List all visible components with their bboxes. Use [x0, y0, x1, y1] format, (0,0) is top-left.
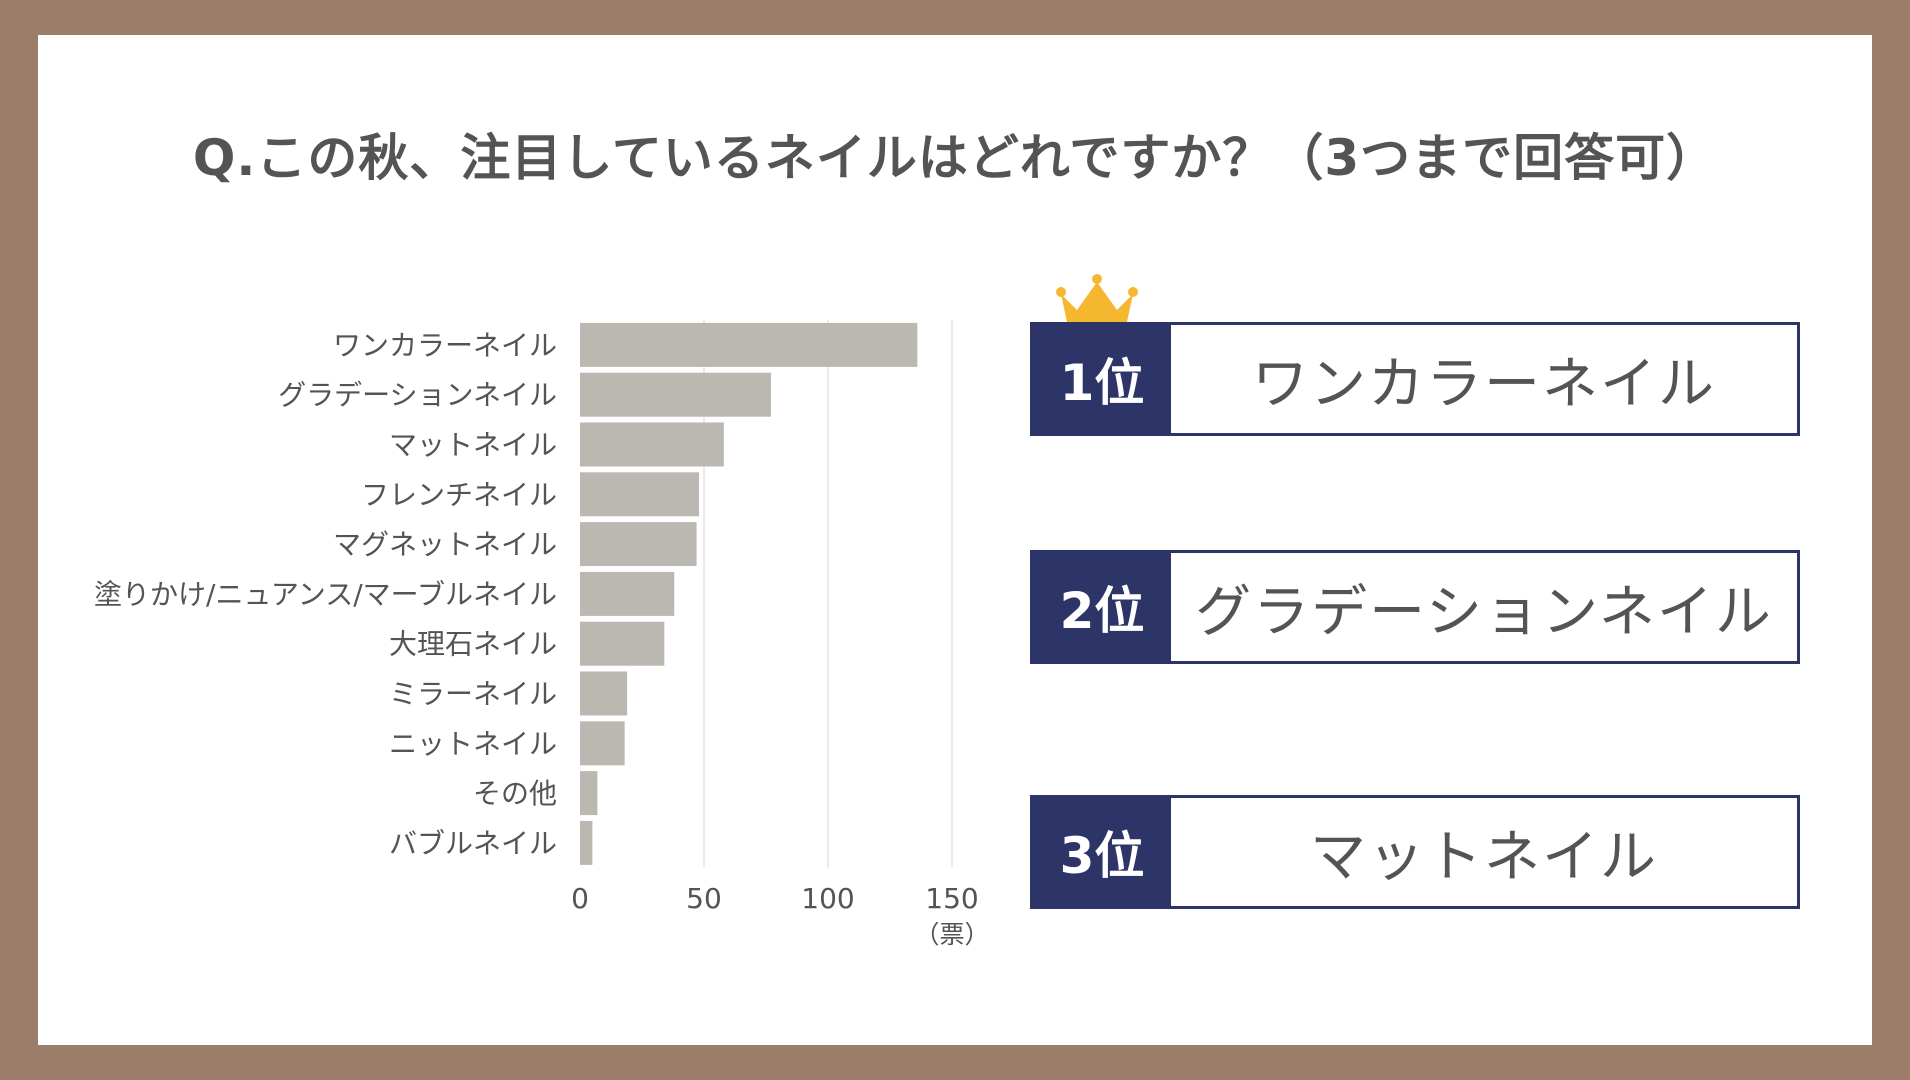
category-label: その他 — [473, 777, 557, 810]
crown-icon — [1056, 274, 1138, 322]
rank-card-1: 1位 ワンカラーネイル — [1030, 322, 1800, 436]
category-label: フレンチネイル — [361, 478, 557, 511]
chart-x-ticks: 0 50 100 150 — [571, 882, 979, 915]
bar — [580, 621, 665, 666]
bar — [580, 671, 628, 716]
bar — [580, 820, 593, 865]
rank-name: マットネイル — [1310, 824, 1658, 890]
chart-bars — [580, 322, 918, 865]
bar — [580, 771, 598, 816]
rank-badge: 3位 — [1033, 798, 1171, 906]
page-title: Q.この秋、注目しているネイルはどれですか？（3つまで回答可） — [192, 129, 1718, 187]
rank-badge: 1位 — [1033, 325, 1171, 433]
x-tick-label: 100 — [801, 882, 854, 915]
bar — [580, 721, 625, 766]
bar — [580, 322, 918, 367]
rank-name: ワンカラーネイル — [1252, 351, 1716, 417]
category-label: マグネットネイル — [333, 528, 557, 561]
x-tick-label: 0 — [571, 882, 589, 915]
category-label: バブルネイル — [389, 827, 557, 860]
bar — [580, 372, 771, 417]
chart-category-labels: ワンカラーネイルグラデーションネイルマットネイルフレンチネイルマグネットネイル塗… — [94, 329, 557, 860]
category-label: ニットネイル — [389, 727, 557, 760]
category-label: 塗りかけ/ニュアンス/マーブルネイル — [94, 578, 557, 611]
rank-card-2: 2位 グラデーションネイル — [1030, 550, 1800, 664]
category-label: グラデーションネイル — [278, 379, 557, 412]
rank-badge: 2位 — [1033, 553, 1171, 661]
x-axis-unit: （票） — [914, 920, 989, 949]
bar — [580, 571, 675, 616]
category-label: 大理石ネイル — [389, 628, 557, 661]
category-label: ワンカラーネイル — [333, 329, 557, 362]
bar — [580, 422, 724, 467]
x-tick-label: 50 — [686, 882, 722, 915]
x-tick-label: 150 — [925, 882, 978, 915]
bar — [580, 522, 697, 567]
rank-card-3: 3位 マットネイル — [1030, 795, 1800, 909]
category-label: マットネイル — [389, 429, 557, 462]
bar — [580, 472, 700, 517]
category-label: ミラーネイル — [389, 678, 557, 711]
rank-name: グラデーションネイル — [1195, 579, 1773, 645]
